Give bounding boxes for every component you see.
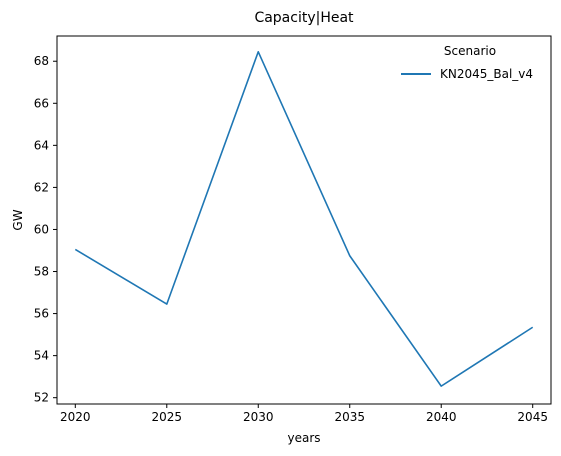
- y-tick-label: 52: [34, 391, 49, 405]
- x-tick-label: 2035: [334, 410, 365, 424]
- y-tick-label: 60: [34, 222, 49, 236]
- y-axis: 52 54 56 58 60 62 64 66 68: [34, 54, 57, 405]
- series-group: [74, 50, 534, 387]
- legend-title: Scenario: [444, 44, 496, 58]
- chart-title: Capacity|Heat: [254, 10, 354, 26]
- y-tick-label: 68: [34, 54, 49, 68]
- plot-frame: [56, 35, 552, 405]
- x-tick-label: 2030: [243, 410, 274, 424]
- y-tick-label: 66: [34, 96, 49, 110]
- y-tick-label: 56: [34, 307, 49, 321]
- x-axis: 2020 2025 2030 2035 2040 2045: [60, 404, 548, 424]
- y-tick-label: 62: [34, 180, 49, 194]
- legend-entry-label: KN2045_Bal_v4: [440, 67, 533, 81]
- y-tick-label: 64: [34, 138, 49, 152]
- x-tick-label: 2045: [517, 410, 548, 424]
- x-tick-label: 2020: [60, 410, 91, 424]
- series-line: [74, 50, 534, 387]
- y-axis-label: GW: [11, 209, 25, 230]
- x-tick-label: 2025: [152, 410, 183, 424]
- legend: Scenario KN2045_Bal_v4: [401, 44, 533, 81]
- y-tick-label: 54: [34, 349, 49, 363]
- plot-area: [56, 35, 552, 405]
- y-tick-label: 58: [34, 265, 49, 279]
- x-axis-label: years: [287, 431, 320, 445]
- x-tick-label: 2040: [426, 410, 457, 424]
